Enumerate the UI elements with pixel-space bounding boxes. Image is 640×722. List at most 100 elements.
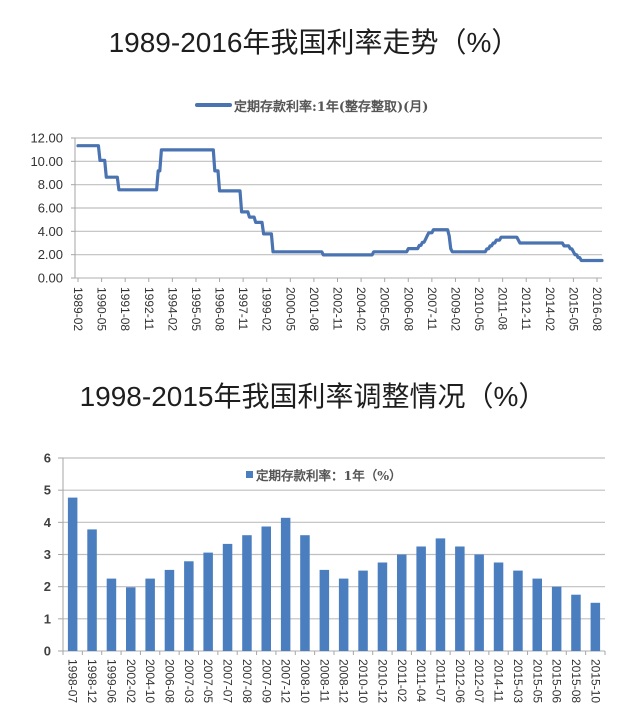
bar-chart-title: 1998-2015年我国利率调整情况（%） [79, 381, 547, 412]
y-tick-label: 8.00 [38, 177, 63, 192]
x-tick-label: 2008-11 [317, 659, 331, 702]
x-tick-label: 2004-10 [143, 659, 157, 703]
x-tick-label: 2005-05 [378, 287, 392, 331]
bar [435, 538, 446, 651]
x-tick-label: 2008-12 [337, 659, 351, 703]
x-tick-label: 2014-11 [492, 659, 506, 702]
x-tick-label: 2012-06 [453, 659, 467, 703]
x-tick-label: 2009-02 [448, 287, 462, 331]
x-tick-label: 2006-08 [163, 659, 177, 703]
bar [532, 578, 542, 651]
x-tick-label: 2002-11 [331, 287, 345, 330]
line-chart-legend: 定期存款利率:1年(整存整取)(月) [195, 96, 429, 115]
x-tick-label: 2000-05 [283, 287, 297, 331]
x-axis: 1998-07 1998-12 1999-06 2002-02 2004-10 2006-… [62, 651, 606, 703]
y-axis: 0 1 2 3 4 5 6 [44, 451, 64, 659]
x-tick-label: 2015-05 [530, 659, 544, 703]
x-tick-label: 1998-12 [85, 659, 99, 703]
bar [222, 543, 233, 651]
x-tick-label: 2011-04 [414, 659, 428, 702]
bar-chart-plot: 0 1 2 3 4 5 6 1998-07 1998-12 1999-06 2002-02 2004… [44, 451, 606, 703]
x-tick-label: 2007-05 [201, 659, 215, 703]
x-tick-label: 2010-05 [472, 287, 486, 331]
bar [261, 526, 271, 651]
x-axis: 1989-02 1990-05 1991-08 1992-11 1994-02 1995-… [71, 278, 604, 331]
bar [87, 529, 97, 651]
x-tick-label: 2011-02 [395, 659, 409, 702]
y-tick-label: 3 [44, 547, 51, 562]
x-tick-label: 2011-08 [496, 287, 510, 330]
x-tick-label: 2014-02 [543, 287, 557, 331]
bar [242, 535, 252, 651]
y-tick-label: 1 [44, 611, 51, 626]
x-tick-label: 2008-10 [298, 659, 312, 703]
bar [358, 570, 368, 651]
x-tick-label: 2004-02 [354, 287, 368, 331]
gridlines [75, 137, 602, 279]
bar [184, 561, 194, 651]
data-line [76, 144, 604, 263]
x-tick-label: 1999-02 [260, 287, 274, 331]
x-tick-label: 2012-07 [472, 659, 486, 703]
bar [513, 570, 523, 651]
y-tick-label: 2.00 [38, 247, 63, 262]
bar [455, 546, 465, 651]
x-tick-label: 1997-11 [236, 287, 250, 330]
y-tick-label: 4.00 [38, 224, 63, 239]
x-tick-label: 1989-02 [71, 287, 85, 331]
bar [300, 535, 310, 651]
x-tick-label: 2010-12 [375, 659, 389, 703]
bar [416, 546, 426, 651]
x-tick-label: 1992-11 [142, 287, 156, 330]
bar [145, 578, 155, 651]
bar [164, 569, 175, 651]
y-tick-label: 10.00 [30, 154, 63, 169]
x-tick-label: 2001-08 [307, 287, 321, 331]
x-tick-label: 2010-10 [356, 659, 370, 703]
y-tick-label: 12.00 [30, 131, 63, 146]
bar [551, 586, 562, 651]
bar [106, 578, 117, 651]
x-tick-label: 1998-07 [66, 659, 80, 703]
bar [377, 562, 388, 651]
y-tick-label: 0 [44, 644, 51, 659]
bar [493, 562, 504, 651]
x-tick-label: 2015-08 [569, 659, 583, 703]
bar [203, 552, 213, 651]
x-tick-label: 2015-10 [588, 659, 602, 703]
x-tick-label: 2016-08 [590, 287, 604, 331]
bar [319, 569, 330, 651]
bar [571, 594, 581, 651]
x-tick-label: 2012-11 [519, 287, 533, 330]
y-axis: 0.00 2.00 4.00 6.00 8.00 10.00 12.00 [30, 131, 76, 286]
x-tick-label: 1995-05 [189, 287, 203, 331]
x-tick-label: 1994-02 [165, 287, 179, 331]
x-tick-label: 2006-08 [401, 287, 415, 331]
y-tick-label: 6 [44, 451, 51, 466]
x-tick-label: 1990-05 [95, 287, 109, 331]
bar [67, 497, 78, 651]
data-series [76, 144, 604, 263]
x-tick-label: 2007-07 [221, 659, 235, 703]
x-tick-label: 1999-06 [104, 659, 118, 703]
legend-label: 定期存款利率：1年（%） [256, 467, 402, 483]
line-chart-title: 1989-2016年我国利率走势（%） [108, 27, 520, 58]
x-tick-label: 2007-12 [279, 659, 293, 703]
legend-label: 定期存款利率:1年(整存整取)(月) [234, 99, 429, 115]
y-tick-label: 4 [44, 515, 52, 530]
x-tick-label: 1991-08 [118, 287, 132, 331]
y-tick-label: 0.00 [38, 271, 63, 286]
x-tick-label: 2007-09 [259, 659, 273, 703]
x-tick-label: 1996-08 [213, 287, 227, 331]
x-tick-label: 2015-05 [566, 287, 580, 331]
bar-chart-legend: 定期存款利率：1年（%） [246, 466, 406, 483]
bar [397, 554, 407, 651]
bar [474, 554, 484, 651]
bar [338, 578, 349, 651]
x-tick-label: 2007-03 [182, 659, 196, 703]
y-tick-label: 2 [44, 579, 51, 594]
x-tick-label: 2011-07 [434, 659, 448, 702]
bar [280, 517, 291, 651]
bars [67, 497, 601, 652]
